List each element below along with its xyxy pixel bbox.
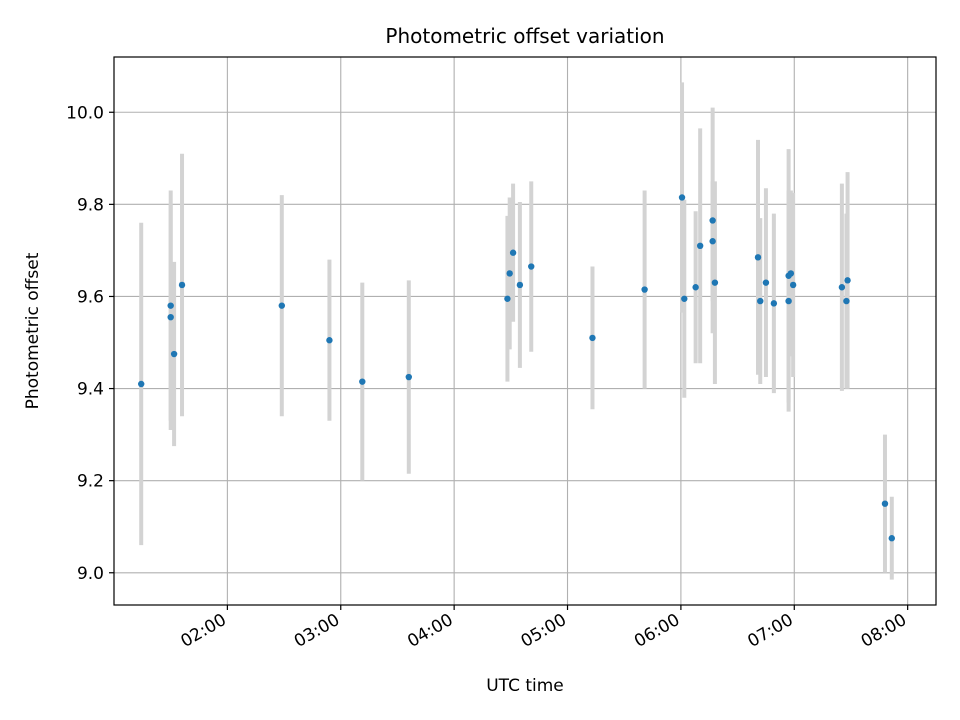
y-tick-label: 9.4 (77, 380, 104, 400)
data-point (506, 270, 513, 277)
y-tick-label: 9.2 (77, 472, 104, 492)
data-point (405, 373, 412, 381)
data-point (509, 249, 517, 256)
data-point (789, 281, 797, 289)
y-tick-label: 9.8 (77, 195, 104, 215)
data-point (589, 334, 596, 342)
data-point (681, 295, 688, 302)
data-point (770, 300, 778, 307)
data-point (359, 378, 366, 385)
data-point (757, 297, 764, 305)
data-point (787, 270, 795, 277)
y-axis-ticks: 9.0 9.2 9.4 9.6 9.8 10.0 (66, 103, 114, 584)
data-point (326, 337, 333, 344)
data-point (678, 194, 686, 201)
chart-title: Photometric offset variation (385, 24, 664, 48)
y-tick-label: 9.6 (77, 287, 104, 307)
data-point (170, 350, 178, 358)
data-point (528, 263, 535, 270)
data-point (278, 302, 286, 309)
y-tick-label: 9.0 (77, 564, 104, 584)
data-point (711, 279, 719, 286)
data-point (881, 500, 889, 507)
data-point (844, 277, 851, 284)
data-point (888, 535, 895, 542)
data-point (838, 284, 846, 291)
data-point (167, 302, 174, 309)
data-point (504, 295, 511, 302)
data-point (138, 380, 145, 388)
data-point (696, 242, 704, 250)
plot-frame (113, 56, 937, 606)
data-point (641, 286, 648, 293)
data-point (178, 281, 186, 289)
data-point (516, 281, 524, 289)
data-point (762, 279, 770, 286)
data-point (692, 284, 699, 291)
data-point (167, 313, 174, 321)
data-point (843, 297, 850, 305)
data-point (754, 254, 762, 261)
data-point (785, 297, 792, 305)
y-tick-label: 10.0 (66, 103, 104, 123)
data-point (709, 238, 716, 245)
y-axis-label: Photometric offset (23, 252, 43, 409)
x-axis-label: UTC time (486, 676, 564, 696)
data-point (709, 217, 716, 224)
data-points (138, 194, 895, 542)
